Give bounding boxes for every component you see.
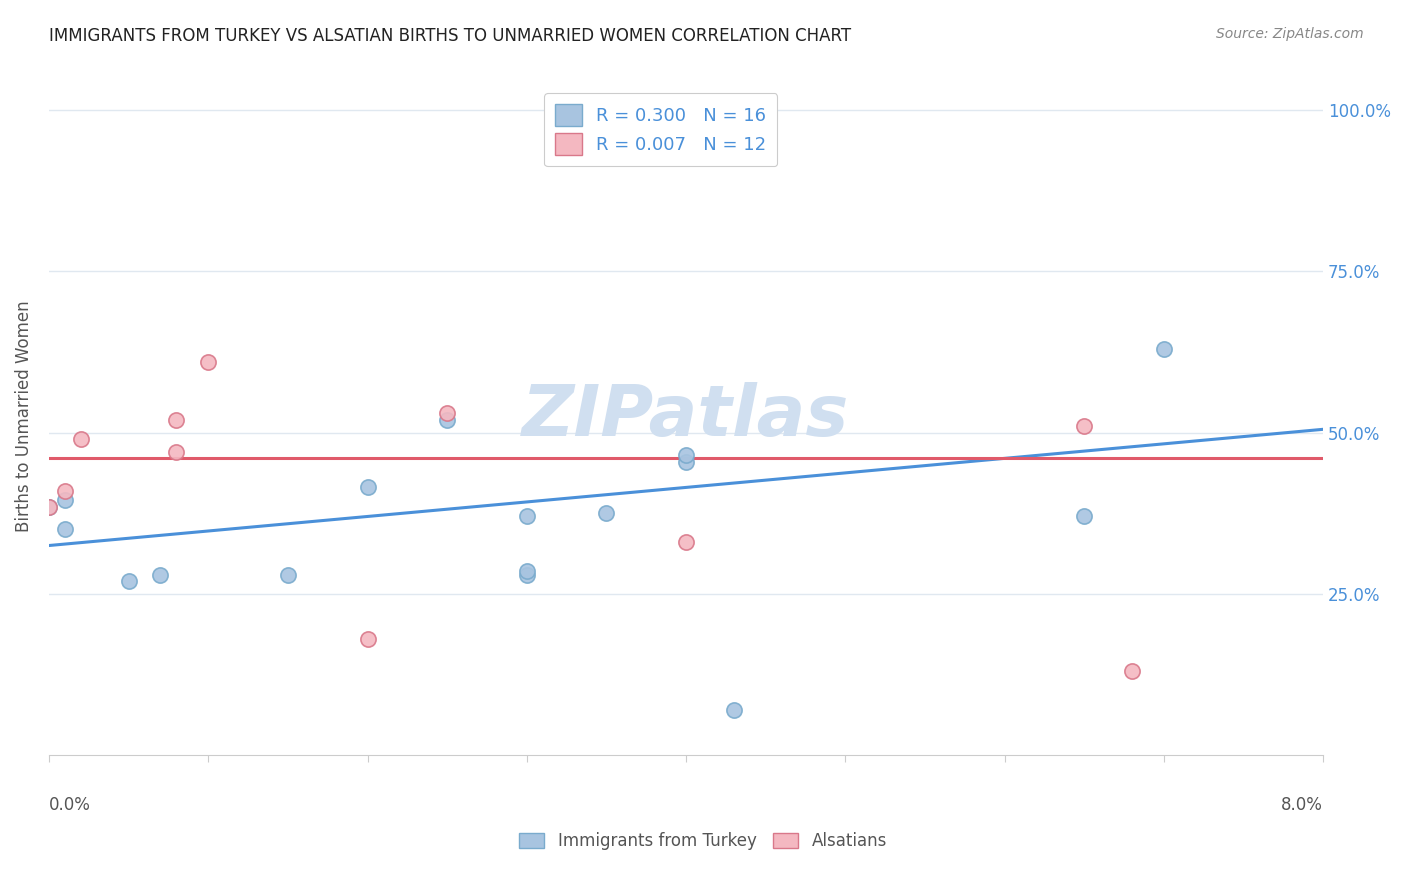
- Legend: Immigrants from Turkey, Alsatians: Immigrants from Turkey, Alsatians: [513, 826, 893, 857]
- Text: 0.0%: 0.0%: [49, 796, 91, 814]
- Point: [675, 535, 697, 549]
- Point: [723, 703, 745, 717]
- Point: [53, 483, 76, 498]
- Point: [516, 565, 538, 579]
- Point: [595, 506, 617, 520]
- Text: Source: ZipAtlas.com: Source: ZipAtlas.com: [1216, 27, 1364, 41]
- Point: [356, 632, 378, 647]
- Point: [1073, 419, 1095, 434]
- Point: [1153, 342, 1175, 356]
- Point: [723, 122, 745, 136]
- Point: [53, 522, 76, 536]
- Legend: R = 0.300   N = 16, R = 0.007   N = 12: R = 0.300 N = 16, R = 0.007 N = 12: [544, 94, 778, 166]
- Text: 8.0%: 8.0%: [1281, 796, 1323, 814]
- Point: [436, 406, 458, 420]
- Text: ZIPatlas: ZIPatlas: [523, 382, 849, 450]
- Point: [69, 432, 91, 446]
- Point: [197, 354, 219, 368]
- Point: [675, 448, 697, 462]
- Point: [436, 412, 458, 426]
- Text: IMMIGRANTS FROM TURKEY VS ALSATIAN BIRTHS TO UNMARRIED WOMEN CORRELATION CHART: IMMIGRANTS FROM TURKEY VS ALSATIAN BIRTH…: [49, 27, 852, 45]
- Point: [675, 454, 697, 468]
- Point: [165, 412, 187, 426]
- Point: [1073, 509, 1095, 524]
- Point: [165, 445, 187, 459]
- Point: [277, 567, 299, 582]
- Point: [149, 567, 172, 582]
- Y-axis label: Births to Unmarried Women: Births to Unmarried Women: [15, 301, 32, 533]
- Point: [53, 493, 76, 508]
- Point: [38, 500, 60, 514]
- Point: [38, 500, 60, 514]
- Point: [516, 567, 538, 582]
- Point: [1121, 665, 1143, 679]
- Point: [516, 509, 538, 524]
- Point: [117, 574, 139, 588]
- Point: [356, 480, 378, 494]
